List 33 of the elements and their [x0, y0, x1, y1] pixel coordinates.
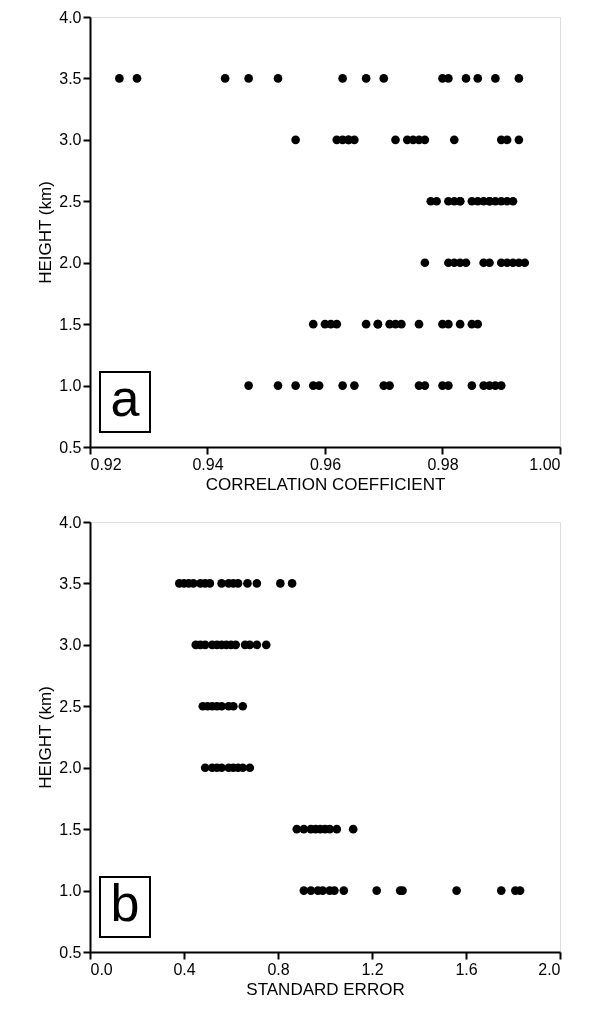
y-tick-label: 3.0 [59, 131, 82, 149]
y-tick-label: 1.0 [59, 882, 82, 900]
x-tick-label: 0.0 [90, 960, 113, 978]
y-tick-label: 2.0 [59, 254, 82, 272]
y-tick-label: 2.5 [59, 192, 82, 210]
x-tick-label: 1.2 [361, 960, 384, 978]
y-tick-label: 2.5 [59, 697, 82, 715]
x-tick-label: 0.96 [309, 455, 342, 473]
y-axis-title: HEIGHT (km) [36, 181, 56, 284]
y-tick-label: 4.0 [59, 8, 82, 26]
y-axis-title: HEIGHT (km) [36, 686, 56, 789]
x-tick-label: 0.94 [192, 455, 224, 473]
y-tick-label: 1.5 [59, 820, 82, 838]
x-tick-label: 1.00 [529, 455, 561, 473]
x-tick-label: 0.98 [427, 455, 459, 473]
x-tick-label: 1.6 [455, 960, 478, 978]
y-tick-label: 0.5 [59, 943, 82, 961]
y-tick-label: 3.5 [59, 69, 82, 87]
y-tick-label: 4.0 [59, 513, 82, 531]
y-tick-label: 3.5 [59, 574, 82, 592]
x-tick-label: 0.8 [267, 960, 290, 978]
y-tick-label: 0.5 [59, 438, 82, 456]
y-tick-label: 3.0 [59, 636, 82, 654]
x-axis-title: CORRELATION COEFFICIENT [205, 474, 446, 494]
y-tick-label: 1.5 [59, 315, 82, 333]
x-tick-label: 0.92 [90, 455, 122, 473]
annotation: b [110, 874, 140, 932]
annotation: a [110, 369, 140, 427]
x-axis-title: STANDARD ERROR [246, 979, 405, 999]
x-tick-label: 0.4 [173, 960, 196, 978]
y-tick-label: 1.0 [59, 377, 82, 395]
x-tick-label: 2.0 [538, 960, 561, 978]
y-tick-label: 2.0 [59, 759, 82, 777]
